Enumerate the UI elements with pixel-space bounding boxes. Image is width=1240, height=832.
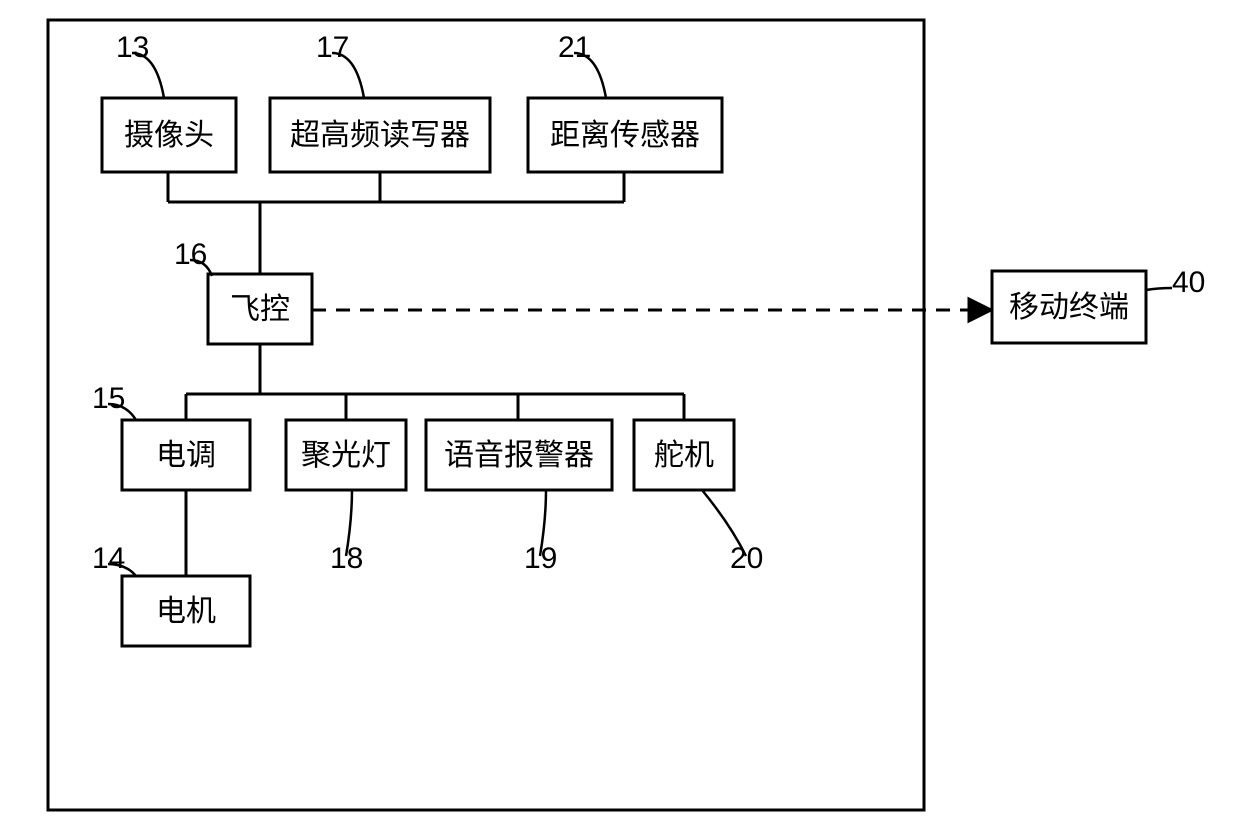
node-esc: 电调 (122, 420, 250, 490)
node-label-dist_sensor: 距离传感器 (550, 119, 700, 152)
node-label-voice_alarm: 语音报警器 (444, 439, 594, 472)
ref-number-14: 14 (92, 542, 125, 575)
ref-number-18: 18 (330, 542, 363, 575)
node-label-motor: 电机 (156, 595, 216, 628)
node-spotlight: 聚光灯 (286, 420, 406, 490)
ref-number-13: 13 (116, 31, 149, 64)
ref-number-19: 19 (524, 542, 557, 575)
node-mobile_term: 移动终端 (992, 271, 1146, 343)
node-camera: 摄像头 (102, 98, 236, 172)
node-voice_alarm: 语音报警器 (426, 420, 612, 490)
node-label-camera: 摄像头 (124, 119, 214, 152)
node-label-uhf_reader: 超高频读写器 (290, 119, 470, 152)
ref-number-21: 21 (558, 31, 591, 64)
node-label-esc: 电调 (156, 439, 216, 472)
node-uhf_reader: 超高频读写器 (270, 98, 490, 172)
node-dist_sensor: 距离传感器 (528, 98, 722, 172)
node-motor: 电机 (122, 576, 250, 646)
ref-number-16: 16 (174, 238, 207, 271)
ref-number-20: 20 (730, 542, 763, 575)
ref-number-40: 40 (1172, 266, 1205, 299)
ref-number-15: 15 (92, 382, 125, 415)
node-label-mobile_term: 移动终端 (1009, 291, 1129, 324)
ref-number-17: 17 (316, 31, 349, 64)
node-label-flight_ctrl: 飞控 (230, 293, 290, 326)
node-servo: 舵机 (634, 420, 734, 490)
node-label-servo: 舵机 (654, 439, 714, 472)
node-flight_ctrl: 飞控 (208, 274, 312, 344)
node-label-spotlight: 聚光灯 (301, 439, 391, 472)
leader-40 (1146, 288, 1172, 290)
